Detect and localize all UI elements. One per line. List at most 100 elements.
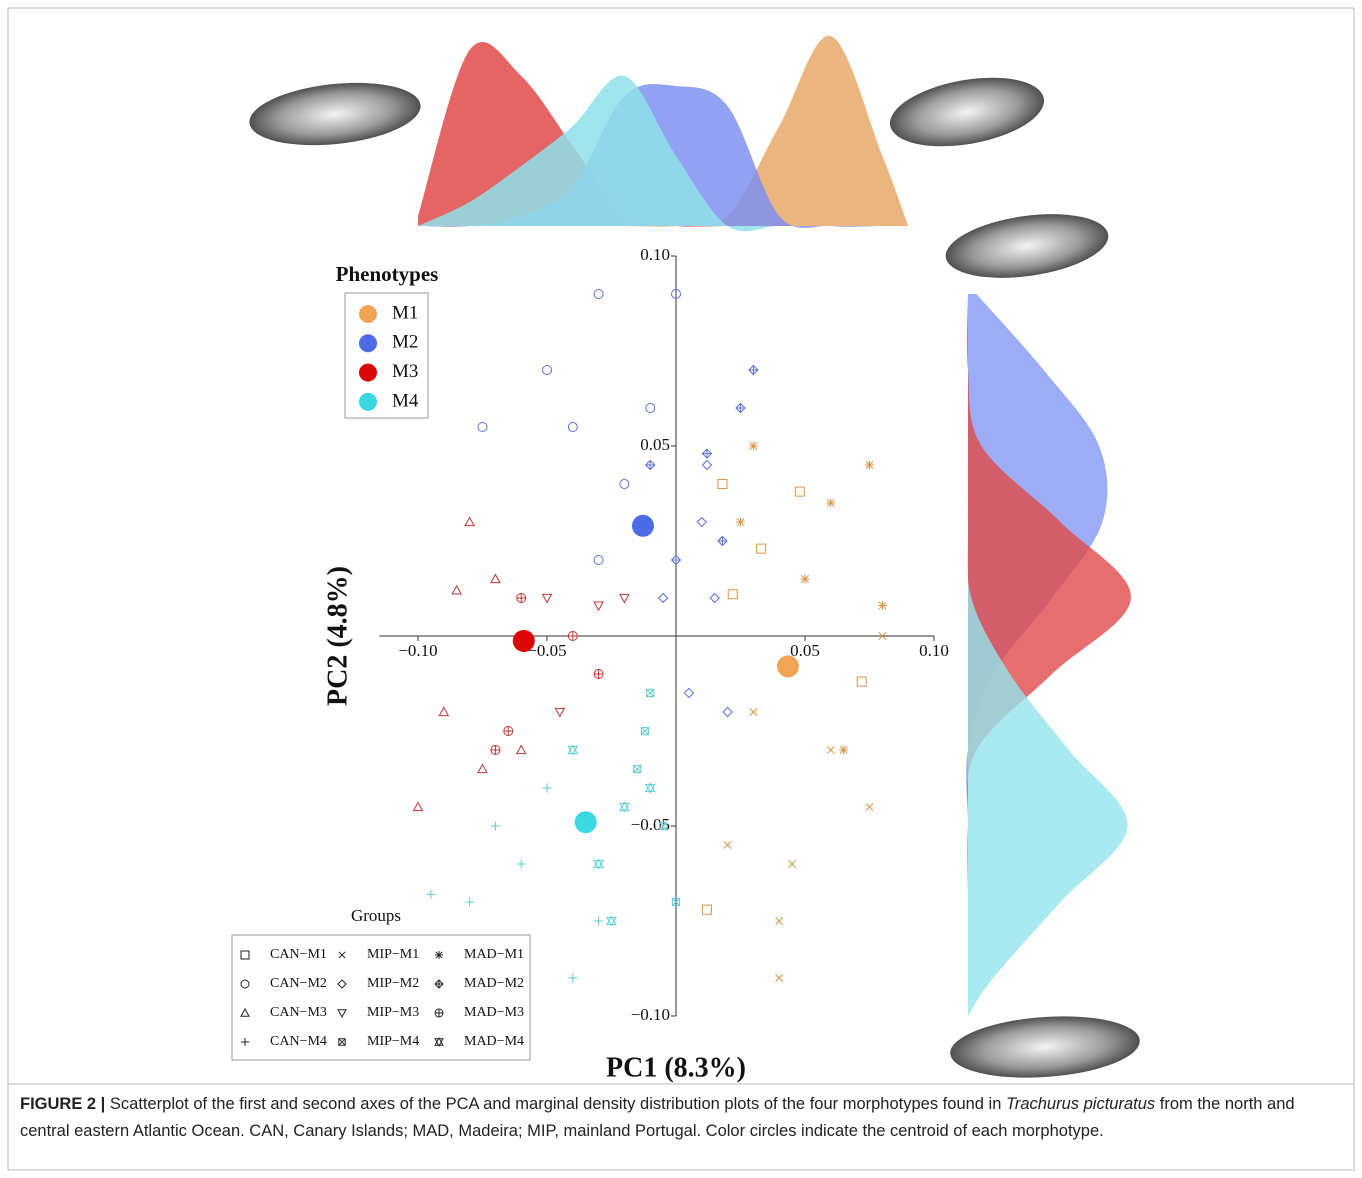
legend-marker	[359, 305, 377, 323]
x-tick-label: −0.10	[398, 641, 437, 660]
data-point	[750, 708, 757, 715]
data-point	[757, 544, 766, 553]
legend-label: M4	[392, 390, 419, 411]
data-point	[718, 480, 727, 489]
data-point	[543, 784, 552, 793]
data-point	[491, 746, 500, 755]
data-point	[826, 499, 835, 508]
legend-marker	[435, 1009, 443, 1017]
centroid	[777, 655, 799, 677]
data-point	[646, 784, 655, 793]
data-point	[857, 677, 866, 686]
data-point	[478, 765, 487, 773]
data-point	[543, 594, 552, 602]
data-point	[659, 594, 668, 603]
data-point	[620, 594, 629, 602]
scatter-plot: −0.10−0.050.050.100.100.05−0.05−0.10	[379, 245, 949, 1024]
data-point	[697, 518, 706, 527]
centroid	[513, 630, 535, 652]
data-point	[504, 727, 513, 736]
figure-caption: FIGURE 2 | Scatterplot of the first and …	[20, 1091, 1342, 1145]
data-point	[827, 746, 834, 753]
legend-label: CAN−M4	[270, 1034, 327, 1049]
data-point	[789, 860, 796, 867]
legend-label: MIP−M3	[367, 1005, 419, 1020]
data-point	[594, 602, 603, 610]
otolith-image	[246, 75, 423, 153]
data-point	[543, 366, 552, 375]
data-point	[478, 423, 487, 432]
legend-label: MAD−M2	[464, 976, 524, 991]
data-point	[702, 461, 711, 470]
legend-label: MAD−M1	[464, 947, 524, 962]
data-point	[724, 841, 731, 848]
legend-marker	[435, 951, 443, 959]
data-point	[776, 974, 783, 981]
data-point	[594, 670, 603, 679]
centroid	[575, 811, 597, 833]
data-point	[594, 860, 603, 869]
data-point	[568, 746, 577, 755]
legend-title: Phenotypes	[336, 262, 439, 286]
data-point	[452, 586, 461, 594]
data-point	[647, 689, 654, 696]
data-point	[594, 917, 603, 926]
figure: −0.10−0.050.050.100.100.05−0.05−0.10 PC1…	[0, 0, 1362, 1178]
legend-marker	[359, 334, 377, 352]
data-point	[865, 461, 874, 470]
data-point	[465, 518, 474, 526]
data-point	[795, 487, 804, 496]
data-point	[646, 461, 655, 470]
data-point	[620, 480, 629, 489]
legend-marker	[359, 364, 377, 382]
caption-text: Scatterplot of the first and second axes…	[105, 1095, 1006, 1113]
legend-label: CAN−M1	[270, 947, 327, 962]
data-point	[491, 822, 500, 831]
data-point	[517, 746, 526, 754]
data-point	[568, 423, 577, 432]
data-point	[646, 404, 655, 413]
y-tick-label: −0.10	[631, 1005, 670, 1024]
centroid	[632, 515, 654, 537]
legend-label: M2	[392, 332, 418, 353]
caption-label: FIGURE 2 |	[20, 1095, 105, 1113]
data-point	[710, 594, 719, 603]
legend-label: MIP−M1	[367, 947, 419, 962]
data-point	[491, 575, 500, 583]
y-tick-label: 0.10	[640, 245, 670, 264]
legend-label: M3	[392, 361, 418, 382]
data-point	[736, 404, 745, 413]
chart: −0.10−0.050.050.100.100.05−0.05−0.10 PC1…	[0, 0, 1362, 1178]
otolith-image	[885, 67, 1050, 157]
y-tick-label: 0.05	[640, 435, 670, 454]
data-point	[801, 575, 810, 584]
data-point	[641, 727, 648, 734]
data-point	[517, 594, 526, 603]
data-point	[878, 601, 887, 610]
data-point	[684, 689, 693, 698]
data-point	[672, 556, 681, 565]
data-point	[839, 746, 848, 755]
data-point	[702, 905, 711, 914]
data-point	[594, 556, 603, 565]
data-point	[736, 518, 745, 527]
data-point	[634, 765, 641, 772]
legend-title: Groups	[351, 906, 401, 925]
data-point	[517, 860, 526, 869]
data-point	[568, 632, 577, 641]
data-point	[702, 449, 711, 458]
data-point	[439, 708, 448, 716]
data-point	[620, 803, 629, 812]
x-tick-label: 0.10	[919, 641, 949, 660]
densities	[418, 36, 1131, 1016]
x-tick-label: 0.05	[790, 641, 820, 660]
x-axis-label: PC1 (8.3%)	[606, 1052, 746, 1083]
legend-label: MIP−M4	[367, 1034, 419, 1049]
data-point	[426, 890, 435, 899]
data-point	[728, 590, 737, 599]
data-point	[749, 366, 758, 375]
legend-marker	[359, 393, 377, 411]
data-point	[414, 803, 423, 811]
otolith-image	[942, 205, 1113, 287]
data-point	[723, 708, 732, 717]
